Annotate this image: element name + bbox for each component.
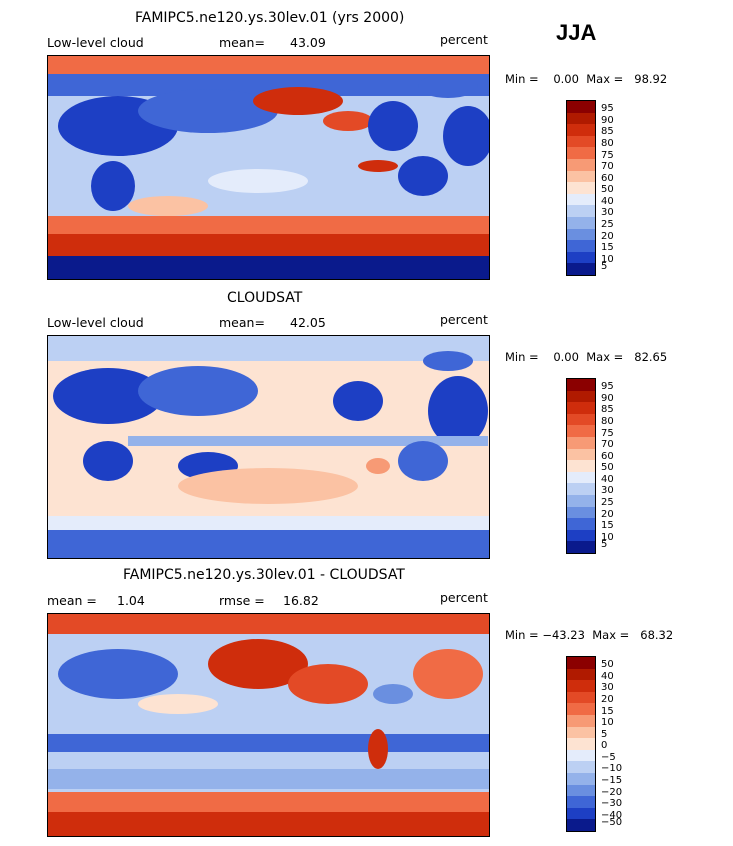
panel2-mean-label: mean=	[219, 315, 265, 330]
panel1-mean-label: mean=	[219, 35, 265, 50]
panel3-colorbar	[566, 656, 596, 832]
panel3-rmse-label: rmse =	[219, 593, 265, 608]
panel2-colorbar	[566, 378, 596, 554]
panel2-variable-label: Low-level cloud	[47, 315, 144, 330]
panel2-title: CLOUDSAT	[227, 290, 303, 306]
panel3-units: percent	[440, 590, 488, 605]
panel2-mean-value: 42.05	[290, 315, 326, 330]
panel3-field	[48, 614, 489, 836]
panel2-units: percent	[440, 312, 488, 327]
panel1-field	[48, 56, 489, 279]
panel3-mean-label: mean =	[47, 593, 97, 608]
panel3-map	[47, 613, 490, 837]
panel2-minmax: Min = 0.00 Max = 82.65	[505, 350, 668, 364]
panel1-minmax: Min = 0.00 Max = 98.92	[505, 72, 668, 86]
panel1-units: percent	[440, 32, 488, 47]
panel1-map	[47, 55, 490, 280]
panel3-rmse-value: 16.82	[283, 593, 319, 608]
panel1-title: FAMIPC5.ne120.ys.30lev.01 (yrs 2000)	[135, 10, 405, 26]
panel2-map	[47, 335, 490, 559]
panel1-variable-label: Low-level cloud	[47, 35, 144, 50]
panel3-mean-value: 1.04	[117, 593, 145, 608]
panel2-field	[48, 336, 489, 558]
panel3-title: FAMIPC5.ne120.ys.30lev.01 - CLOUDSAT	[123, 567, 405, 583]
panel3-minmax: Min = −43.23 Max = 68.32	[505, 628, 674, 642]
panel1-mean-value: 43.09	[290, 35, 326, 50]
season-label: JJA	[556, 20, 597, 45]
panel1-colorbar	[566, 100, 596, 276]
